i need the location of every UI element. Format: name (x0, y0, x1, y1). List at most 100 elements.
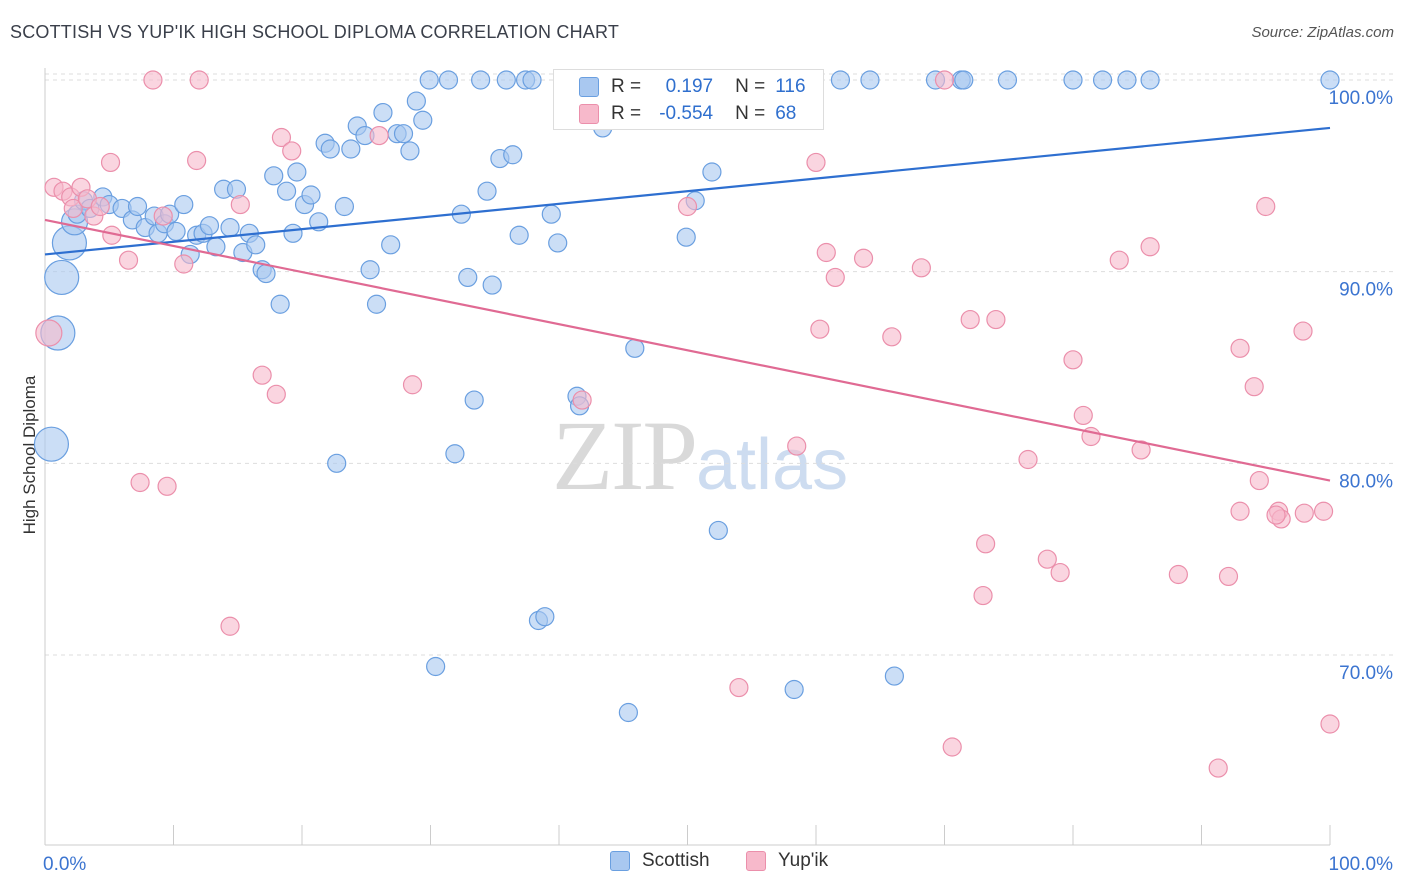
yupik-point (189, 70, 209, 90)
stats-n-value: 116 (775, 76, 806, 97)
legend-item-scottish[interactable]: Scottish (610, 850, 710, 872)
x-tick-label: 100.0% (1329, 854, 1394, 875)
y-tick-label: 70.0% (1339, 663, 1393, 684)
stats-n-label: N = (735, 103, 766, 124)
yupik-point (402, 375, 423, 395)
scottish-legend-swatch (610, 851, 630, 871)
scottish-point (166, 221, 186, 242)
yupik-point (810, 319, 830, 339)
yupik-point (118, 250, 139, 270)
scottish-point (618, 702, 638, 723)
scottish-point (884, 666, 904, 686)
scottish-point (426, 656, 446, 677)
scottish-point (509, 225, 529, 245)
stats-row-scottish: R = 0.197 N = 116 (579, 76, 806, 98)
yupik-point (1131, 440, 1151, 460)
yupik-point (1230, 338, 1250, 358)
yupik-point (153, 206, 173, 226)
scottish-point (366, 294, 387, 314)
scottish-point (400, 141, 420, 161)
yupik-point (1168, 564, 1188, 585)
scottish-point (301, 185, 321, 205)
scottish-point (1117, 70, 1137, 90)
scottish-point (283, 223, 303, 243)
scottish-point (954, 70, 974, 90)
source-label: Source: ZipAtlas.com (1251, 24, 1394, 41)
yupik-legend-swatch (746, 851, 766, 871)
yupik-trend-line (44, 218, 1331, 482)
yupik-point (157, 476, 177, 496)
yupik-point (252, 365, 272, 385)
y-tick-label: 90.0% (1339, 280, 1393, 301)
legend-item-yupik[interactable]: Yup'ik (746, 850, 828, 872)
scottish-point (458, 267, 478, 288)
scottish-point (373, 102, 393, 123)
scottish-point (33, 426, 70, 462)
watermark-zip: ZIP (552, 400, 698, 511)
scottish-point (830, 70, 851, 90)
stats-row-yupik: R = -0.554 N = 68 (579, 103, 796, 125)
yupik-point (973, 585, 993, 606)
yupik-point (1063, 350, 1083, 370)
yupik-point (960, 309, 980, 330)
stats-r-label: R = (611, 76, 642, 97)
yupik-point (976, 534, 996, 554)
yupik-point (35, 319, 63, 347)
yupik-point (1320, 714, 1340, 734)
scottish-point (220, 217, 240, 238)
stats-r-label: R = (611, 103, 642, 124)
scottish-point (419, 70, 439, 90)
watermark-atlas: atlas (696, 425, 849, 505)
scottish-point (44, 259, 80, 296)
stats-legend-box: R = 0.197 N = 116 R = -0.554 N = 68 (553, 69, 824, 130)
scottish-point (287, 162, 307, 182)
yupik-point (1266, 505, 1286, 525)
yupik-point (1050, 562, 1070, 583)
yupik-point (220, 616, 240, 636)
scottish-point (1140, 70, 1160, 90)
scottish-point (708, 520, 728, 541)
scottish-point (127, 196, 148, 217)
scottish-point (548, 233, 568, 253)
yupik-point (942, 737, 962, 757)
scottish-point (393, 124, 414, 144)
scottish-point (503, 145, 523, 165)
yupik-point (90, 196, 110, 217)
yupik-point (806, 152, 826, 173)
scottish-point (264, 166, 284, 186)
stats-n-value: 68 (775, 103, 797, 124)
x-tick-label: 0.0% (43, 854, 86, 875)
scottish-point (360, 260, 380, 280)
yupik-point (787, 436, 807, 456)
y-tick-label: 80.0% (1339, 471, 1393, 492)
scottish-point (1320, 70, 1340, 90)
scottish-point (445, 444, 465, 464)
scottish-point (860, 70, 880, 90)
scottish-point (471, 70, 491, 90)
scottish-point (676, 227, 696, 247)
watermark: ZIPatlas (552, 398, 848, 513)
scottish-point (482, 275, 502, 295)
yupik-point (130, 472, 150, 493)
scottish-point (246, 235, 266, 255)
scottish-point (1092, 70, 1113, 90)
yupik-point (266, 384, 286, 404)
yupik-point (677, 196, 698, 217)
scottish-point (174, 194, 194, 215)
yupik-point (729, 677, 749, 698)
yupik-point (882, 327, 902, 347)
scottish-point (625, 338, 645, 358)
yupik-point (100, 152, 121, 173)
yupik-point (1249, 470, 1269, 491)
scottish-point (1063, 70, 1083, 90)
yupik-point (282, 141, 302, 161)
stats-r-value: 0.197 (665, 76, 714, 97)
scottish-point (334, 196, 355, 217)
yupik-point (1256, 196, 1276, 217)
yupik-point (1244, 377, 1264, 397)
yupik-point (271, 127, 292, 148)
yupik-point (1218, 566, 1239, 587)
yupik-point (1140, 237, 1160, 257)
scottish-point (541, 204, 561, 224)
